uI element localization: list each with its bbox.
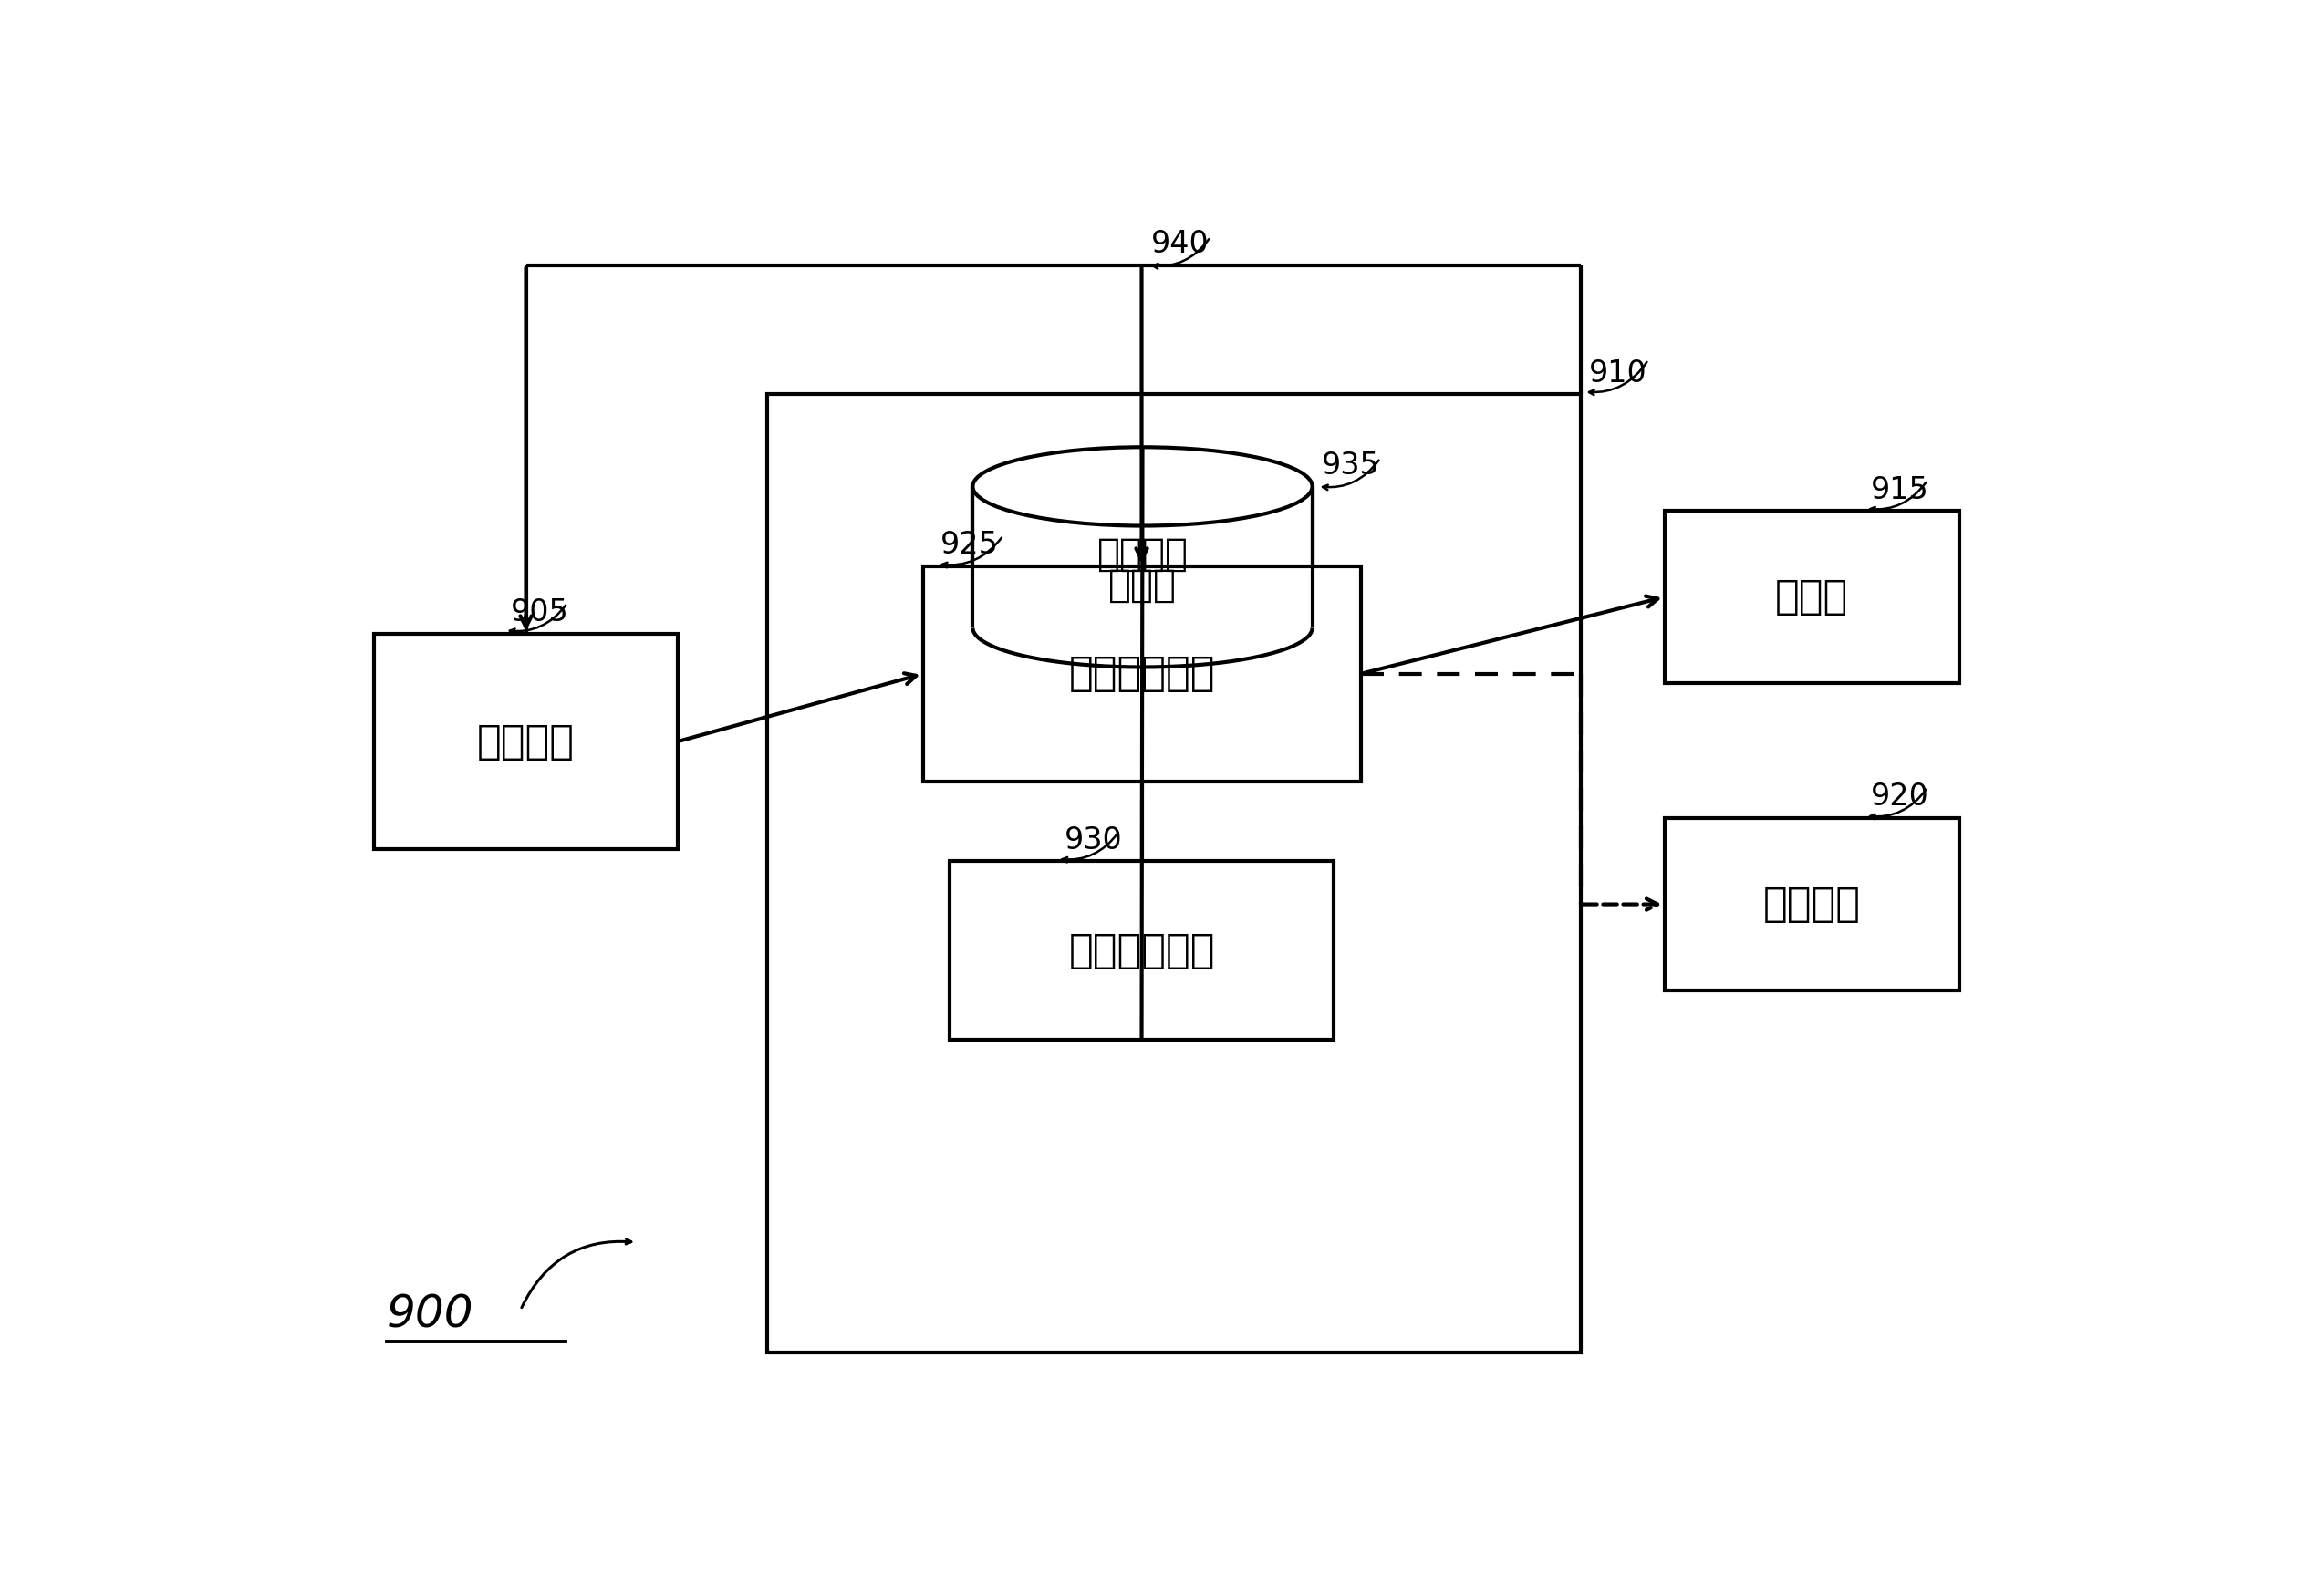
Text: 940: 940 — [1151, 228, 1211, 259]
Bar — [374, 634, 678, 849]
Text: 915: 915 — [1870, 474, 1928, 504]
Text: 935: 935 — [1321, 450, 1379, 480]
Text: 905: 905 — [510, 597, 570, 627]
Text: 票务系统: 票务系统 — [477, 721, 574, 761]
Bar — [973, 487, 1312, 627]
Bar — [922, 567, 1361, 782]
Text: 机器人: 机器人 — [1776, 578, 1849, 616]
Text: 消息推荐系统: 消息推荐系统 — [1068, 930, 1215, 970]
Text: 智能路由系统: 智能路由系统 — [1068, 654, 1215, 694]
Text: 消息数据: 消息数据 — [1098, 535, 1188, 573]
Bar — [768, 394, 1580, 1353]
Bar — [1665, 819, 1960, 990]
Text: 存储器: 存储器 — [1109, 567, 1176, 605]
Ellipse shape — [973, 447, 1312, 525]
Text: 终端设备: 终端设备 — [1764, 884, 1861, 924]
Text: 910: 910 — [1589, 358, 1646, 388]
Text: 900: 900 — [387, 1293, 473, 1337]
Text: 930: 930 — [1065, 825, 1123, 855]
Text: 925: 925 — [941, 530, 998, 560]
Text: 920: 920 — [1870, 782, 1930, 812]
Bar — [950, 862, 1333, 1039]
Bar — [1665, 511, 1960, 683]
